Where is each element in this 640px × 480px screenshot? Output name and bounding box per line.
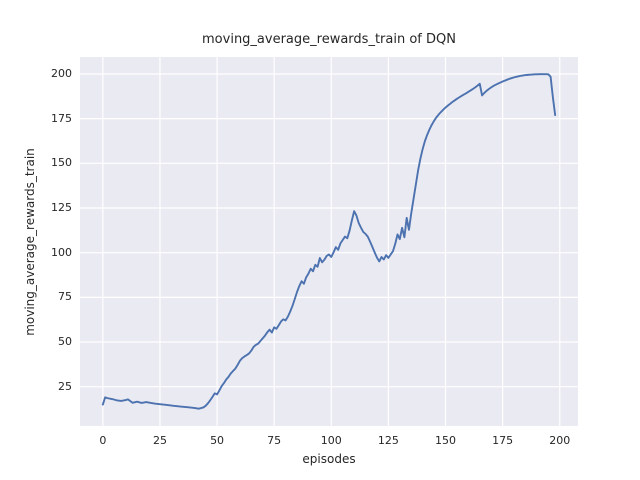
y-tick-label: 25 [58,379,72,393]
x-tick-label: 50 [210,434,225,447]
axes-background [80,57,578,426]
chart-title: moving_average_rewards_train of DQN [202,32,456,47]
y-tick-label: 125 [51,200,72,214]
x-tick-label: 100 [320,434,342,447]
data-line [101,73,557,410]
y-tick-label: 200 [51,66,72,80]
y-tick-label: 100 [51,245,72,259]
x-tick-label: 125 [377,434,399,447]
x-tick-label: 175 [492,434,514,447]
y-tick-label: 150 [51,156,72,170]
x-tick-label: 200 [549,434,571,447]
x-axis-label: episodes [302,452,356,466]
x-tick-label: 25 [152,434,167,447]
y-tick-label: 50 [58,335,72,348]
x-tick-label: 0 [99,434,107,447]
y-tick-label: 175 [51,111,72,125]
x-tick-label: 75 [267,434,282,447]
x-tick-label: 150 [435,434,456,447]
y-tick-label: 75 [58,290,72,304]
